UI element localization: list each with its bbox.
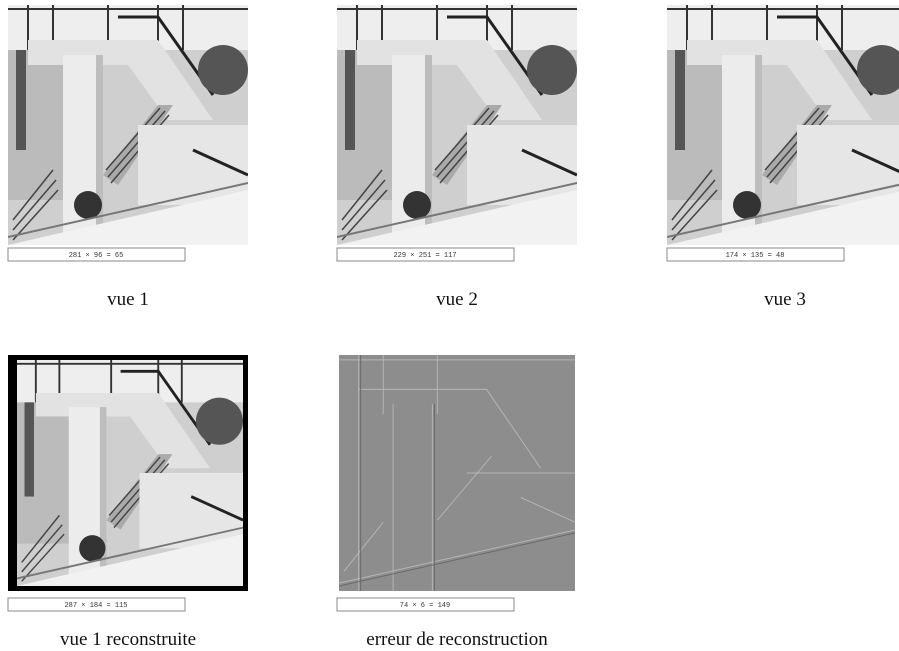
caption: vue 1 reconstruite xyxy=(60,629,196,650)
image xyxy=(8,5,248,245)
caption: erreur de reconstruction xyxy=(366,629,548,650)
status-text: 74 × 6 = 149 xyxy=(400,602,450,610)
caption: vue 3 xyxy=(764,289,806,310)
image xyxy=(337,5,577,245)
image xyxy=(17,360,243,586)
figure: 281 × 96 = 65 vue 1 229 × 251 = 117 vue … xyxy=(0,0,899,651)
image-frame xyxy=(667,5,899,245)
caption: vue 1 xyxy=(107,289,149,310)
status-text: 287 × 184 = 115 xyxy=(64,602,127,610)
status-text: 229 × 251 = 117 xyxy=(393,252,456,260)
status-text: 174 × 135 = 48 xyxy=(726,252,785,260)
status-text: 281 × 96 = 65 xyxy=(69,252,124,260)
caption: vue 2 xyxy=(436,289,478,310)
image xyxy=(667,5,899,245)
image xyxy=(339,355,575,591)
